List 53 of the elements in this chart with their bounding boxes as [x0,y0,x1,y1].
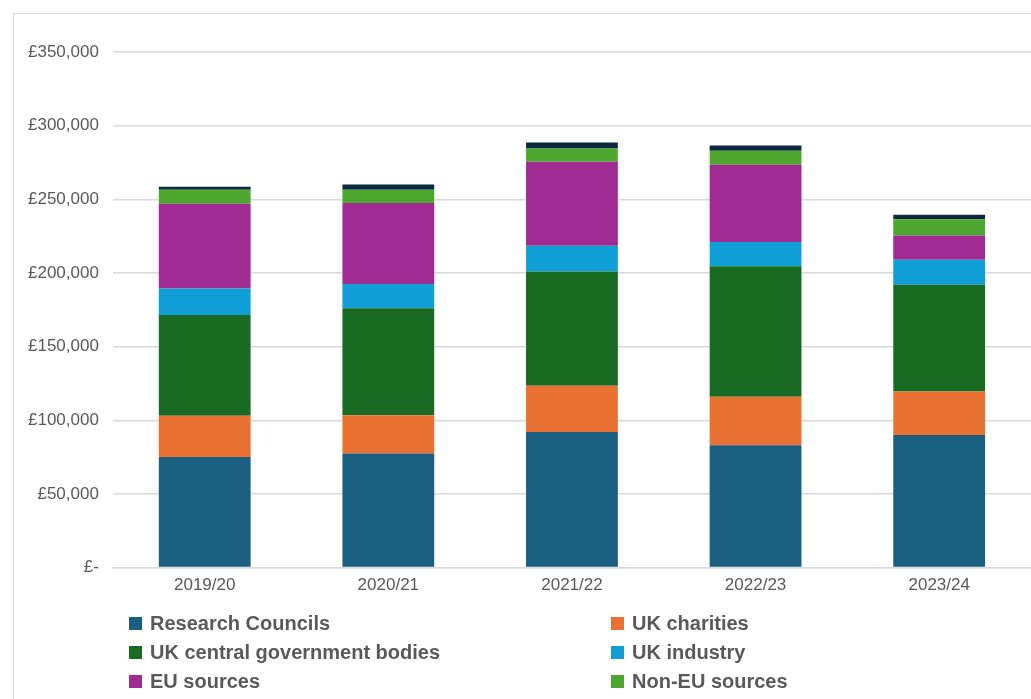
x-tick-label: 2019/20 [173,575,236,595]
bar [158,203,251,289]
y-tick-label: £250,000 [28,189,99,208]
bar [709,150,802,165]
bar [709,396,802,446]
bar [709,445,802,567]
bar [709,145,802,151]
bar [893,435,986,567]
bar [893,214,986,220]
bar [342,184,435,190]
y-tick-label: £50,000 [37,483,99,503]
legend-label: EU sources [150,670,261,693]
y-tick-label: £150,000 [28,336,99,356]
bar [709,242,802,267]
y-tick-label: £200,000 [28,262,99,282]
bar [158,288,251,315]
y-tick-label: £300,000 [28,115,99,135]
y-tick-label: £350,000 [28,41,99,61]
bar [893,259,986,285]
bar [709,164,802,243]
bar [158,457,251,567]
x-tick-label: 2023/24 [908,575,970,595]
bar [526,271,618,386]
bar [342,415,435,454]
bar [709,266,802,397]
legend-label: UK charities [632,612,749,635]
legend-label: UK central government bodies [150,641,441,664]
bar [526,245,618,272]
y-tick-label: £- [83,557,99,577]
bar [342,453,435,567]
bar [342,308,435,416]
bar [893,219,986,236]
bar [526,432,618,567]
bar [526,148,618,162]
legend-label: UK industry [632,641,746,664]
x-tick-label: 2020/21 [357,575,420,595]
bar [158,415,251,458]
legend-label: Research Councils [150,612,331,635]
legend-label: Non-EU sources [632,670,788,693]
bar [526,161,618,246]
bar [526,385,618,433]
x-tick-label: 2021/22 [541,575,603,595]
y-tick-label: £100,000 [28,409,99,429]
bar [158,314,251,416]
bar [893,235,986,260]
bar [893,284,986,392]
bar [158,189,251,204]
bar [342,284,435,309]
x-tick-label: 2022/23 [724,575,787,595]
bar [342,189,435,203]
bar [342,203,435,285]
bar [893,391,986,436]
bar [158,186,251,190]
